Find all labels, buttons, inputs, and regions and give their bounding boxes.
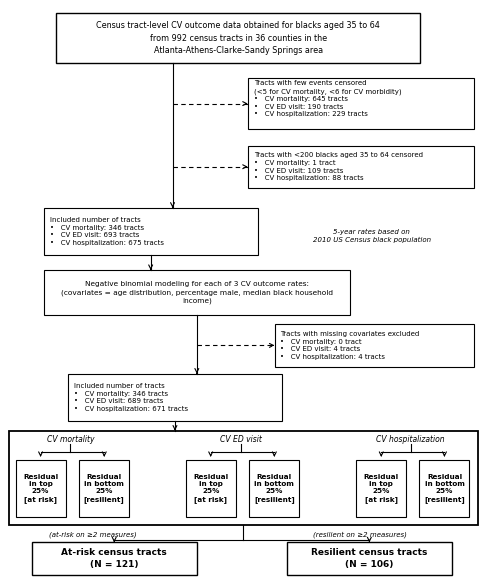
Text: Tracts with missing covariates excluded
•   CV mortality: 0 tract
•   CV ED visi: Tracts with missing covariates excluded … xyxy=(280,331,420,360)
Text: CV hospitalization: CV hospitalization xyxy=(376,435,445,444)
Bar xyxy=(275,324,474,367)
Text: Census tract-level CV outcome data obtained for blacks aged 35 to 64
from 992 ce: Census tract-level CV outcome data obtai… xyxy=(96,22,380,55)
Bar xyxy=(287,542,452,575)
Text: Residual
in top
25%
[at risk]: Residual in top 25% [at risk] xyxy=(193,474,228,503)
Bar xyxy=(249,460,299,517)
Text: CV ED visit: CV ED visit xyxy=(220,435,261,444)
Text: Residual
in top
25%
[at risk]: Residual in top 25% [at risk] xyxy=(23,474,58,503)
Bar xyxy=(16,460,66,517)
Text: Negative binomial modeling for each of 3 CV outcome rates:
(covariates = age dis: Negative binomial modeling for each of 3… xyxy=(61,282,333,304)
Bar xyxy=(44,208,258,255)
Text: Included number of tracts
•   CV mortality: 346 tracts
•   CV ED visit: 693 trac: Included number of tracts • CV mortality… xyxy=(50,217,164,246)
Text: Resilient census tracts
(N = 106): Resilient census tracts (N = 106) xyxy=(311,548,428,569)
Text: Residual
in bottom
25%
[resilient]: Residual in bottom 25% [resilient] xyxy=(424,474,465,503)
Bar xyxy=(186,460,236,517)
Text: Tracts with <200 blacks aged 35 to 64 censored
•   CV mortality: 1 tract
•   CV : Tracts with <200 blacks aged 35 to 64 ce… xyxy=(254,152,423,181)
Text: 5-year rates based on
2010 US Census black population: 5-year rates based on 2010 US Census bla… xyxy=(312,229,431,243)
Bar xyxy=(419,460,469,517)
Text: Included number of tracts
•   CV mortality: 346 tracts
•   CV ED visit: 689 trac: Included number of tracts • CV mortality… xyxy=(74,383,188,412)
Text: Residual
in bottom
25%
[resilient]: Residual in bottom 25% [resilient] xyxy=(254,474,295,503)
Text: Tracts with few events censored
(<5 for CV mortality, <6 for CV morbidity)
•   C: Tracts with few events censored (<5 for … xyxy=(254,80,401,118)
Bar xyxy=(56,13,420,63)
Bar xyxy=(248,78,474,129)
Text: (at-risk on ≥2 measures): (at-risk on ≥2 measures) xyxy=(49,531,136,538)
Bar xyxy=(356,460,406,517)
Bar xyxy=(44,270,350,315)
Text: At-risk census tracts
(N = 121): At-risk census tracts (N = 121) xyxy=(61,548,167,569)
Text: Residual
in bottom
25%
[resilient]: Residual in bottom 25% [resilient] xyxy=(84,474,124,503)
Text: CV mortality: CV mortality xyxy=(47,435,94,444)
Bar xyxy=(32,542,197,575)
Text: (resilient on ≥2 measures): (resilient on ≥2 measures) xyxy=(312,531,407,538)
Bar xyxy=(68,374,282,421)
Text: Residual
in top
25%
[at risk]: Residual in top 25% [at risk] xyxy=(364,474,399,503)
Bar xyxy=(9,431,478,525)
Bar xyxy=(248,146,474,188)
Bar xyxy=(79,460,129,517)
